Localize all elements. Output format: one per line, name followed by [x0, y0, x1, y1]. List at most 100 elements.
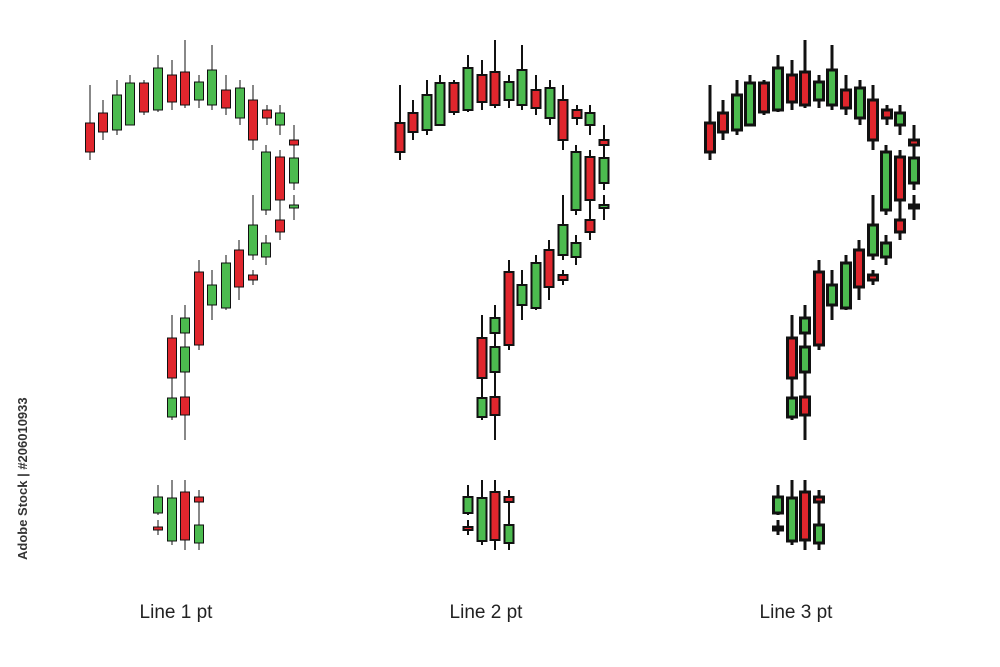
candle-body — [570, 242, 582, 258]
candle — [799, 380, 811, 440]
candle-body — [167, 74, 177, 103]
candle — [125, 75, 135, 126]
candle-body — [275, 112, 285, 126]
candle-body — [813, 523, 825, 545]
candle — [180, 380, 190, 440]
candle-body — [476, 497, 488, 542]
candle-body — [462, 526, 474, 531]
candle-body — [744, 81, 756, 127]
candle — [394, 85, 406, 160]
candle — [167, 385, 177, 420]
candle-body — [598, 157, 610, 184]
candle-body — [85, 122, 95, 153]
candle — [194, 75, 204, 108]
candle-body — [557, 99, 569, 141]
candle-body — [881, 108, 893, 120]
candle-body — [840, 88, 852, 110]
candle — [194, 260, 204, 350]
candle-body — [98, 112, 108, 133]
candle — [772, 520, 784, 535]
candle — [571, 105, 583, 125]
candle — [153, 485, 163, 515]
candle — [234, 240, 244, 300]
candle — [570, 235, 582, 265]
candle-body — [125, 82, 135, 126]
candle-body — [248, 224, 258, 256]
candle-body — [180, 396, 190, 416]
candle-body — [489, 346, 501, 373]
candle-body — [394, 122, 406, 153]
candle-body — [194, 271, 204, 346]
candle — [894, 210, 906, 240]
candle — [434, 75, 446, 126]
candle — [598, 195, 610, 220]
candle — [813, 75, 825, 108]
candle — [489, 480, 501, 550]
candle — [786, 60, 798, 110]
candle-body — [786, 73, 798, 104]
candle — [98, 100, 108, 140]
candle — [744, 75, 756, 127]
question-mark — [704, 40, 920, 550]
candle-body — [476, 337, 488, 379]
candle-body — [840, 261, 852, 310]
candle-body — [234, 249, 244, 288]
candle — [880, 235, 892, 265]
candle — [261, 235, 271, 265]
candle-body — [421, 94, 433, 131]
candle-body — [867, 273, 879, 282]
candle-body — [248, 274, 258, 281]
candle — [489, 40, 501, 108]
candle-body — [894, 218, 906, 234]
candle — [139, 80, 149, 115]
candle-body — [462, 496, 474, 514]
candle-body — [275, 156, 285, 201]
candle — [476, 480, 488, 545]
candle-body — [139, 82, 149, 113]
candle — [235, 80, 245, 125]
candle-body — [826, 68, 838, 107]
candle — [248, 270, 258, 285]
candle-body — [516, 284, 528, 306]
candle-body — [772, 525, 784, 532]
candle-body — [530, 262, 542, 309]
caption: Line 1 pt — [140, 602, 214, 623]
candle — [557, 270, 569, 285]
candle — [530, 255, 542, 310]
candle-body — [786, 396, 798, 419]
candle-body — [758, 81, 770, 114]
candle-body — [704, 121, 716, 154]
candle — [544, 80, 556, 125]
candle-body — [289, 204, 299, 209]
candle-body — [489, 491, 501, 541]
candle — [275, 150, 285, 215]
candle-body — [462, 67, 474, 111]
candle-body — [799, 395, 811, 417]
candle — [112, 80, 122, 135]
candle — [570, 145, 582, 215]
candle — [584, 210, 596, 240]
candle — [813, 260, 825, 350]
candle-body — [194, 524, 204, 544]
candle-body — [235, 87, 245, 119]
candle-body — [799, 70, 811, 107]
candle-body — [248, 99, 258, 141]
candle-body — [772, 66, 784, 112]
candle-body — [894, 155, 906, 202]
candle-body — [407, 112, 419, 133]
candle-body — [180, 71, 190, 106]
candle — [448, 80, 460, 115]
candle-body — [207, 284, 217, 306]
candle — [813, 495, 825, 510]
candle-body — [731, 93, 743, 132]
candle — [516, 270, 528, 320]
candle — [261, 145, 271, 215]
candle-body — [261, 151, 271, 211]
candle — [854, 80, 866, 125]
candle-body — [503, 271, 515, 346]
candle-body — [557, 224, 569, 256]
candle — [772, 55, 784, 112]
candle-body — [167, 337, 177, 379]
candle — [867, 270, 879, 285]
candle-body — [813, 495, 825, 504]
